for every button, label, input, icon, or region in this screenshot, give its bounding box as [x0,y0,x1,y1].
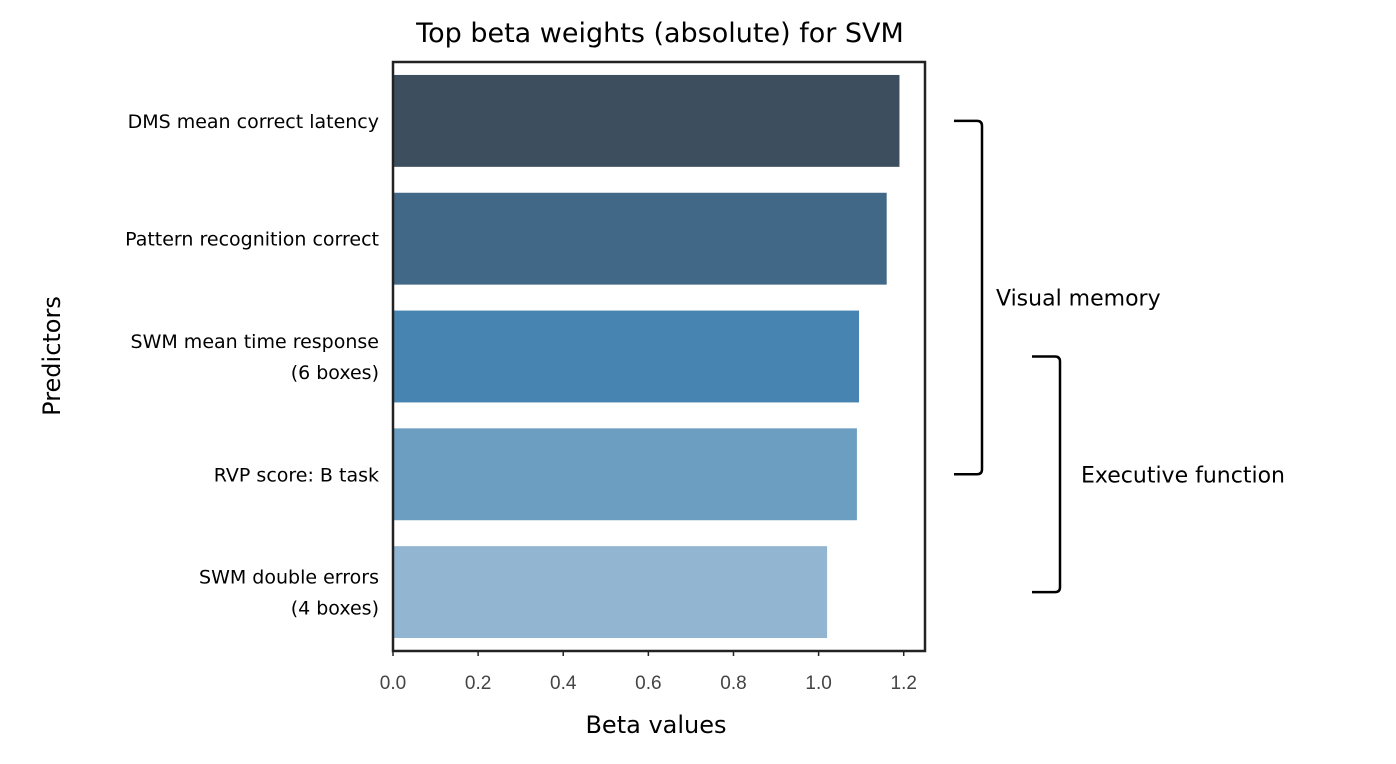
category-label: SWM mean time response (6 boxes) [131,331,379,384]
y-axis-label: Predictors [38,296,66,416]
x-tick-label: 0.0 [380,673,406,694]
bar [393,192,887,285]
group-label: Visual memory [996,287,1161,312]
bar [393,310,860,403]
category-label: Pattern recognition correct [125,229,379,251]
x-tick-label: 1.2 [891,673,917,694]
x-tick-label: 0.2 [465,673,491,694]
category-label: RVP score: B task [214,464,379,486]
x-axis-label: Beta values [585,711,726,739]
bar [393,546,828,639]
plot-frame [391,60,927,653]
x-tick-label: 1.0 [805,673,831,694]
chart-title: Top beta weights (absolute) for SVM [415,18,904,49]
category-label: SWM double errors (4 boxes) [199,567,379,620]
bar [393,74,900,167]
x-tick-label: 0.8 [720,673,746,694]
bar [393,428,857,521]
group-bracket [1032,355,1062,594]
category-label: DMS mean correct latency [128,111,379,133]
x-tick-label: 0.6 [635,673,661,694]
group-label: Executive function [1081,463,1285,488]
x-tick-label: 0.4 [550,673,577,694]
group-bracket [954,119,984,476]
